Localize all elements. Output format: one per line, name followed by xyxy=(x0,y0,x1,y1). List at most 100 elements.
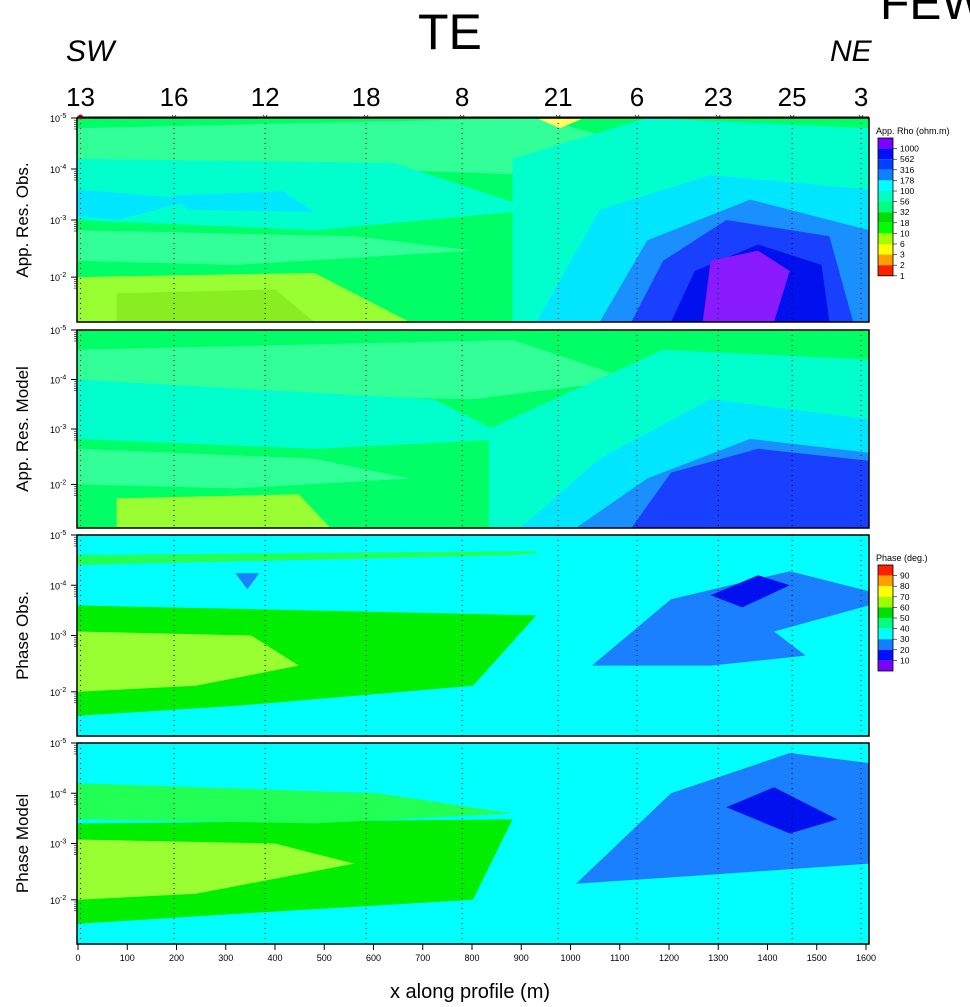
x-tick-label: 1000 xyxy=(560,953,580,963)
station-marker xyxy=(262,114,268,119)
contour-region xyxy=(116,494,331,528)
y-tick-label: 10-5 xyxy=(50,738,66,749)
y-tick-label: 10-2 xyxy=(50,687,66,698)
phase-legend-level: 90 xyxy=(900,571,910,581)
direction-ne-label: NE xyxy=(830,35,872,68)
panel-1: 10-5 10-4 10-3 10-2 App. Res. Obs. xyxy=(13,113,870,323)
rho-legend: App. Rho (ohm.m)100056231617810056321810… xyxy=(876,126,950,281)
y-tick-label: 10-5 xyxy=(50,325,66,336)
rho-legend-frame xyxy=(877,137,894,277)
station-label: 13 xyxy=(66,82,95,112)
contour-region xyxy=(77,230,473,265)
phase-legend-swatch xyxy=(878,660,893,671)
y-tick-label: 10-3 xyxy=(50,215,66,226)
phase-legend-swatch xyxy=(878,565,893,576)
rho-legend-swatch xyxy=(878,191,893,202)
x-tick-label: 1400 xyxy=(757,953,777,963)
x-tick-label: 700 xyxy=(415,953,430,963)
rho-legend-level: 6 xyxy=(900,239,905,249)
chart-title-right-fragment: FEW xyxy=(880,0,970,30)
phase-legend-swatch xyxy=(878,628,893,640)
station-marker xyxy=(789,114,795,119)
x-tick-label: 1600 xyxy=(856,953,876,963)
x-tick-label: 400 xyxy=(267,953,282,963)
station-labels-group: 13 16 12 18 8 21 6 23 25 3 xyxy=(66,82,869,120)
x-tick-label: 1200 xyxy=(659,953,679,963)
rho-legend-swatch xyxy=(878,201,893,213)
station-label: 3 xyxy=(854,82,868,112)
rho-legend-swatch xyxy=(878,254,893,266)
rho-legend-level: 1000 xyxy=(900,144,919,154)
rho-legend-swatch xyxy=(878,148,893,160)
y-tick-label: 10-4 xyxy=(50,580,66,591)
contour-region xyxy=(631,448,869,528)
y-tick-label: 10-2 xyxy=(50,895,66,906)
y-tick-label: 10-4 xyxy=(50,375,66,386)
station-label: 16 xyxy=(160,82,189,112)
rho-legend-swatch xyxy=(878,265,893,276)
x-tick-label: 300 xyxy=(218,953,233,963)
phase-legend-swatch xyxy=(878,649,893,661)
station-marker xyxy=(171,114,177,119)
x-tick-label: 900 xyxy=(514,953,529,963)
rho-legend-level: 562 xyxy=(900,154,914,164)
station-marker xyxy=(634,114,640,119)
phase-legend-level: 50 xyxy=(900,613,910,623)
contour-region xyxy=(536,118,584,129)
y-tick-label: 10-3 xyxy=(50,631,66,642)
panel-label: Phase Obs. xyxy=(13,591,32,680)
x-tick-label: 600 xyxy=(366,953,381,963)
phase-legend-swatch xyxy=(878,586,893,597)
rho-legend-level: 1 xyxy=(900,271,905,281)
panel-label: Phase Model xyxy=(13,794,32,893)
rho-legend-level: 10 xyxy=(900,228,910,238)
contour-region xyxy=(77,839,355,900)
contour-region xyxy=(172,191,315,212)
y-tick-label: 10-5 xyxy=(50,113,66,124)
rho-legend-swatch xyxy=(878,244,893,255)
contour-region xyxy=(77,605,537,716)
station-label: 8 xyxy=(455,82,469,112)
phase-legend-level: 10 xyxy=(900,655,910,665)
phase-legend-level: 20 xyxy=(900,645,910,655)
phase-legend-swatch xyxy=(878,607,893,618)
station-label: 25 xyxy=(778,82,807,112)
rho-legend-level: 100 xyxy=(900,186,914,196)
x-tick-label: 100 xyxy=(120,953,135,963)
contour-region xyxy=(77,783,513,824)
station-label: 18 xyxy=(352,82,381,112)
phase-legend-swatch xyxy=(878,596,893,608)
contour-region xyxy=(77,339,632,400)
panel-label: App. Res. Model xyxy=(13,366,32,492)
rho-legend-swatch xyxy=(878,233,893,244)
rho-legend-level: 316 xyxy=(900,165,914,175)
rho-legend-swatch xyxy=(878,212,893,223)
x-tick-label: 1100 xyxy=(610,953,629,963)
x-axis-label: x along profile (m) xyxy=(390,981,550,1003)
rho-legend-swatch xyxy=(878,169,893,181)
phase-legend-swatch xyxy=(878,575,893,587)
x-tick-label: 800 xyxy=(464,953,479,963)
contour-region xyxy=(710,575,790,608)
chart-title: TE xyxy=(418,4,482,60)
contour-region xyxy=(726,787,838,834)
rho-legend-swatch xyxy=(878,159,893,170)
station-label: 23 xyxy=(704,82,733,112)
y-tick-label: 10-4 xyxy=(50,164,66,175)
station-label: 12 xyxy=(251,82,280,112)
y-tick-label: 10-5 xyxy=(50,530,66,541)
phase-legend-swatch xyxy=(878,618,893,629)
x-axis-group: 0 100 200 300 400 500 600 700 800 900 1000 1100 1200… xyxy=(75,944,876,1003)
phase-legend-level: 30 xyxy=(900,634,910,644)
phase-legend-swatch xyxy=(878,639,893,650)
station-marker xyxy=(715,114,721,119)
rho-legend-swatch xyxy=(878,180,893,191)
rho-legend-swatch xyxy=(878,138,893,149)
x-tick-label: 1300 xyxy=(708,953,728,963)
station-label: 21 xyxy=(544,82,573,112)
station-label: 6 xyxy=(630,82,644,112)
rho-legend-level: 32 xyxy=(900,207,910,217)
panel-4: 10-5 10-4 10-3 10-2 Phase Model xyxy=(13,738,870,945)
y-tick-label: 10-3 xyxy=(50,839,66,850)
